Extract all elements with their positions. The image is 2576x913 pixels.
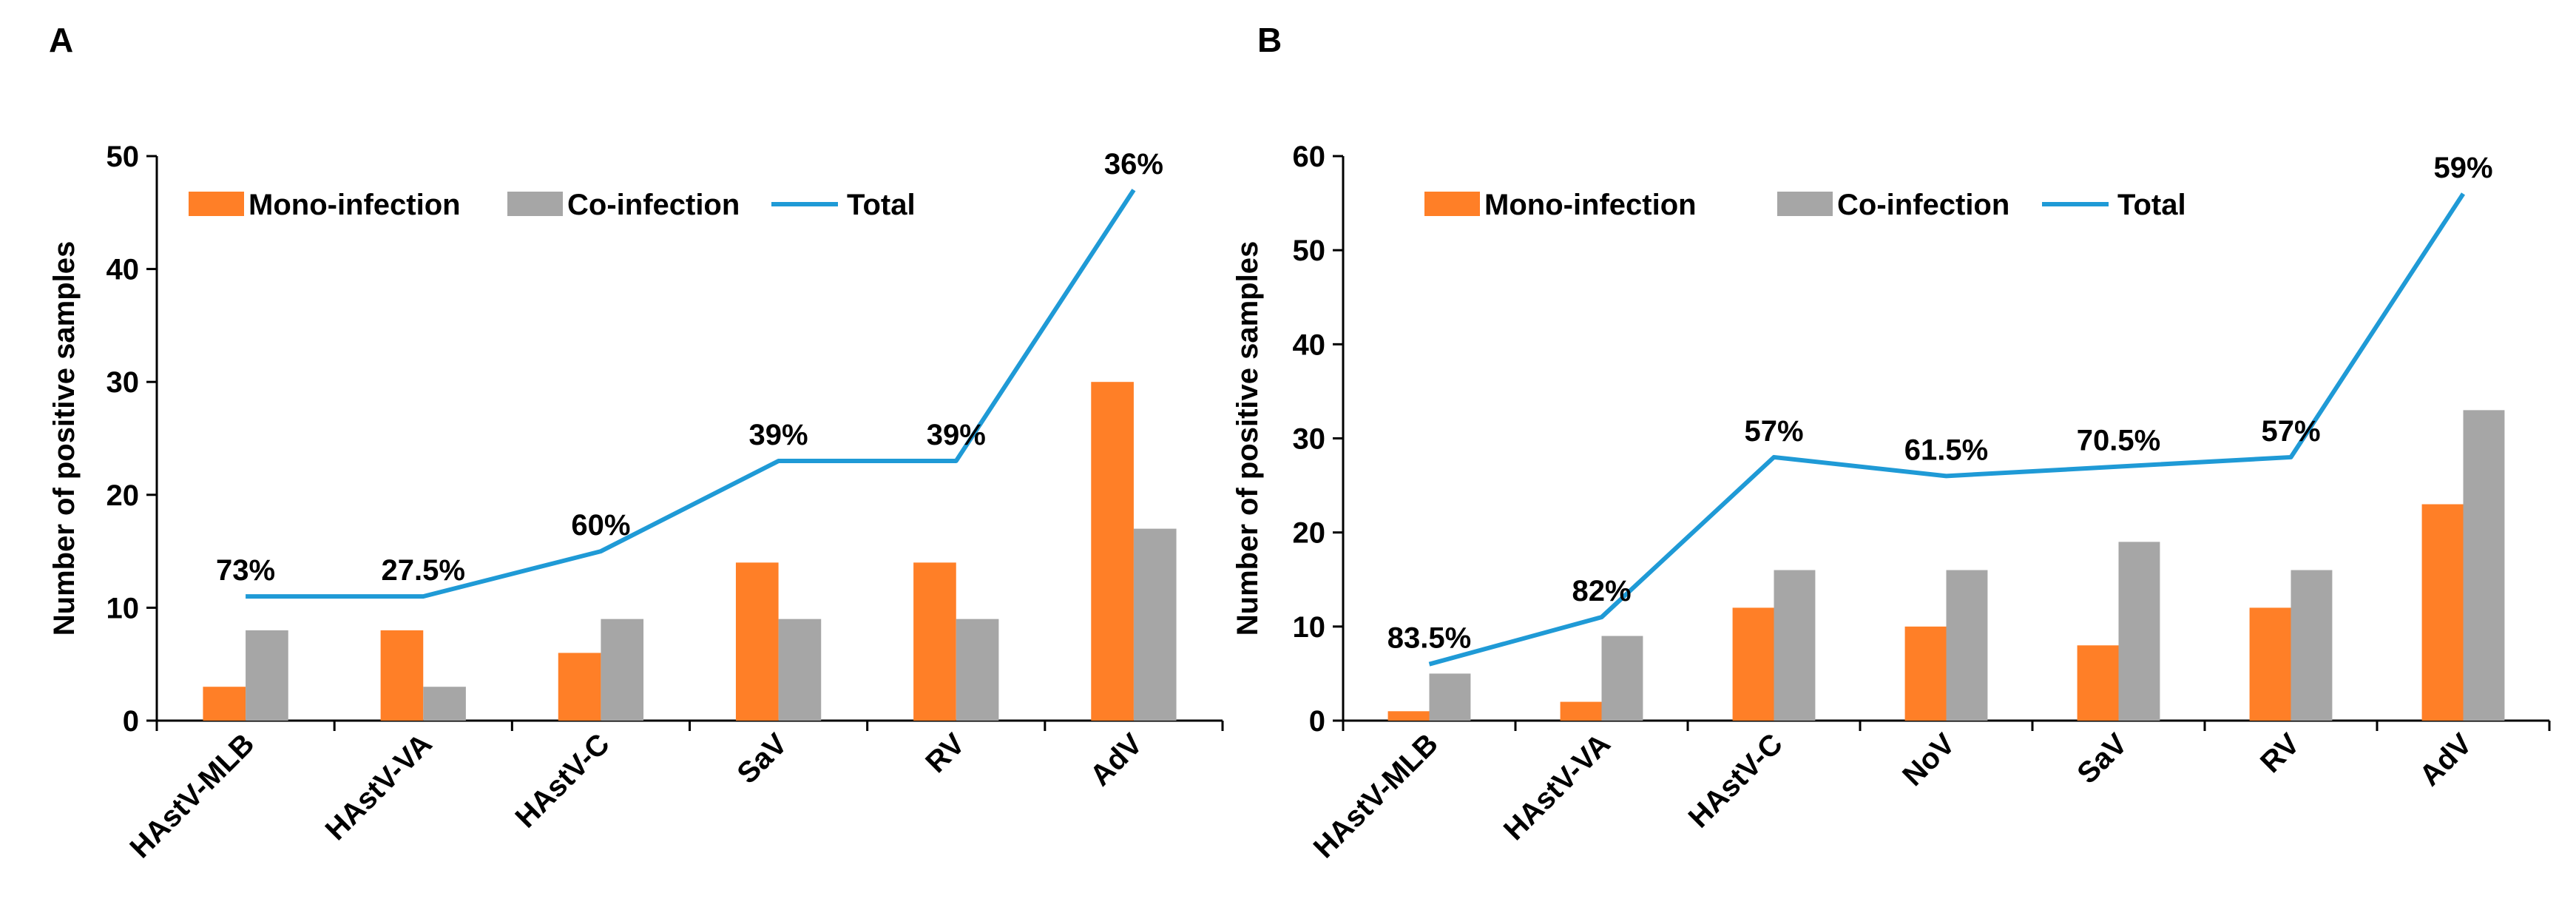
panel-b-percentage-label: 59% [2433,152,2492,184]
panel-b-co-infection-bar [1946,570,1988,721]
panel-b-mono-infection-bar [1560,701,1602,721]
panel-a-legend-co-label: Co-infection [567,189,740,221]
panel-b-total-line [1428,192,2466,667]
panel-a-legend-mono-label: Mono-infection [249,189,461,221]
panel-a-legend-co-swatch [507,192,563,216]
panel-a-x-tick-label: SaV [731,727,794,790]
panel-b-percentage-label: 61.5% [1904,434,1988,466]
panel-b-mono-infection-bar [2249,607,2291,721]
panel-b-percentage-label: 57% [2261,415,2320,448]
panel-b-y-tick-label: 10 [1293,611,1326,644]
panel-b-percentage-label: 83.5% [1387,622,1471,655]
panel-b-co-infection-bar [1774,570,1816,721]
panel-b-x-tick-label: SaV [2071,727,2134,790]
panel-b-percentage-label: 70.5% [2077,425,2160,457]
panel-a-mono-infection-bar [1091,382,1134,721]
panel-b-co-infection-bar [1429,673,1471,721]
panel-a-percentage-label: 73% [216,554,275,587]
panel-b-mono-infection-bar [1732,607,1774,721]
panel-a-co-infection-bar [1133,528,1177,721]
panel-a-y-tick-label: 30 [107,366,140,399]
panel-b-x-tick-label: RV [2254,727,2306,779]
panel-b-letter: B [1257,21,1282,59]
panel-b-x-tick-label: NoV [1896,727,1961,792]
panel-a-legend-mono-swatch [189,192,244,216]
panel-b-mono-infection-bar [2421,504,2464,721]
panel-b-y-tick-label: 0 [1309,705,1325,738]
panel-a-mono-infection-bar [380,630,424,721]
panel-a-x-tick-label: HAstV-MLB [124,727,260,864]
panel-a-co-infection-bar [778,619,822,721]
panel-a-percentage-label: 27.5% [382,554,465,587]
panel-a-percentage-label: 39% [749,419,808,451]
panel-a-percentage-label: 36% [1104,148,1163,181]
panel-a-x-tick-label: HAstV-C [510,727,616,834]
panel-a-co-infection-bar [423,687,466,721]
panel-b-percentage-label: 82% [1572,575,1631,607]
panel-b-x-tick-label: HAstV-MLB [1308,727,1444,864]
panel-b-legend-co-swatch [1777,192,1833,216]
panel-b-x-tick-label: AdV [2413,727,2478,792]
panel-b-x-tick-label: HAstV-C [1683,727,1789,834]
panel-b-co-infection-bar [2291,570,2333,721]
panel-a-mono-infection-bar [558,653,601,721]
panel-b-y-tick-label: 30 [1293,423,1326,456]
panel-b-y-tick-label: 50 [1293,235,1326,267]
panel-b-legend-co-label: Co-infection [1837,189,2009,221]
panel-b-y-tick-label: 20 [1293,517,1326,550]
panel-a-x-tick-label: AdV [1084,727,1149,792]
panel-b-legend-mono-label: Mono-infection [1484,189,1697,221]
panel-a-y-tick-label: 10 [107,592,140,624]
panel-a-letter: A [49,21,73,59]
panel-a-x-tick-label: RV [919,727,971,779]
panel-b-y-tick-label: 40 [1293,329,1326,361]
panel-b-y-axis-label: Number of positive samples [1231,241,1264,636]
panel-b-co-infection-bar [2118,542,2160,721]
panel-b-co-infection-bar [1601,636,1643,721]
panel-a-y-tick-label: 0 [123,705,139,738]
panel-a-percentage-label: 39% [927,419,986,451]
panel-a-total-line [246,189,1136,599]
panel-a-percentage-label: 60% [571,509,630,542]
panel-b-mono-infection-bar [1387,711,1430,721]
panel-b-mono-infection-bar [1904,626,1947,721]
panel-a-y-tick-label: 40 [107,254,140,286]
panel-a-x-tick-label: HAstV-VA [320,727,439,846]
panel-b-x-tick-label: HAstV-VA [1498,727,1617,846]
panel-b-percentage-label: 57% [1744,415,1803,448]
panel-b-mono-infection-bar [2077,645,2119,721]
panel-a-y-tick-label: 50 [107,141,140,173]
panel-a-co-infection-bar [246,630,288,721]
panel-a-mono-infection-bar [203,687,246,721]
panel-b-y-tick-label: 60 [1293,141,1326,173]
panel-a-co-infection-bar [956,619,999,721]
panel-a-mono-infection-bar [735,562,779,721]
panel-a-mono-infection-bar [913,562,956,721]
panel-a-y-axis-label: Number of positive samples [48,241,81,636]
panel-a-co-infection-bar [601,619,644,721]
panel-a-y-tick-label: 20 [107,479,140,512]
panel-a-legend-total-label: Total [847,189,916,221]
panel-b-co-infection-bar [2463,410,2505,721]
panel-b-legend-mono-swatch [1424,192,1480,216]
panel-b-legend-total-label: Total [2117,189,2186,221]
